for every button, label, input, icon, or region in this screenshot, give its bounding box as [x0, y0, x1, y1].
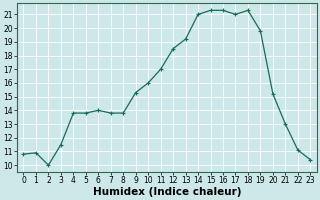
X-axis label: Humidex (Indice chaleur): Humidex (Indice chaleur) [93, 187, 241, 197]
